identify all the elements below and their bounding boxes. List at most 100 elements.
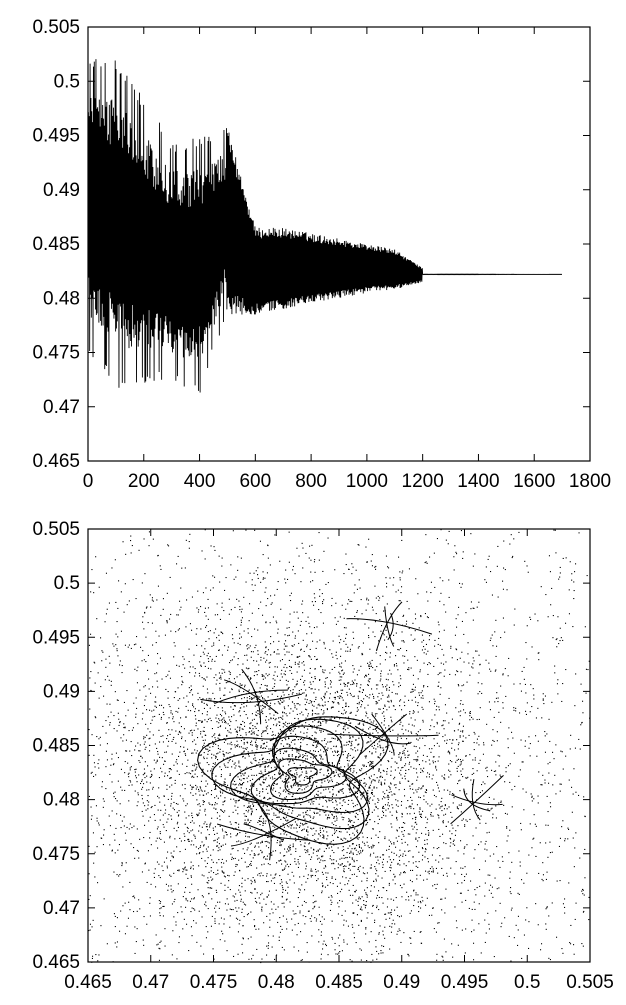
scatter-point [442, 724, 444, 726]
scatter-point [108, 679, 110, 681]
scatter-point [560, 637, 562, 639]
scatter-point [500, 685, 502, 687]
scatter-point [389, 750, 391, 752]
scatter-point [388, 744, 390, 746]
scatter-point [228, 731, 230, 733]
scatter-point [260, 711, 262, 713]
scatter-point [379, 708, 381, 710]
scatter-point [485, 932, 487, 934]
scatter-point [279, 840, 281, 842]
scatter-point [250, 936, 252, 938]
scatter-point [106, 943, 108, 945]
scatter-point [251, 782, 253, 784]
scatter-point [400, 737, 402, 739]
scatter-point [315, 696, 317, 698]
scatter-point [144, 777, 146, 779]
scatter-point [568, 613, 570, 615]
scatter-point [98, 822, 100, 824]
scatter-point [460, 763, 462, 765]
scatter-point [314, 795, 316, 797]
scatter-point [280, 673, 282, 675]
scatter-point [133, 847, 135, 849]
scatter-point [343, 871, 345, 873]
scatter-point [502, 702, 504, 704]
scatter-point [250, 733, 252, 735]
scatter-point [395, 810, 397, 812]
scatter-point [319, 717, 321, 719]
scatter-point [464, 712, 466, 714]
scatter-point [410, 910, 412, 912]
scatter-point [326, 775, 328, 777]
scatter-point [495, 619, 497, 621]
scatter-point [425, 849, 427, 851]
scatter-point [460, 671, 462, 673]
scatter-point [370, 853, 372, 855]
scatter-point [318, 713, 320, 715]
scatter-point [163, 841, 165, 843]
scatter-point [426, 878, 428, 880]
scatter-point [173, 809, 175, 811]
scatter-point [331, 877, 333, 879]
scatter-point [349, 779, 351, 781]
scatter-point [249, 727, 251, 729]
scatter-point [322, 570, 324, 572]
scatter-point [264, 577, 266, 579]
scatter-point [136, 805, 138, 807]
scatter-point [243, 778, 245, 780]
scatter-point [259, 759, 261, 761]
scatter-point [381, 817, 383, 819]
scatter-point [314, 812, 316, 814]
scatter-point [270, 788, 272, 790]
scatter-point [337, 750, 339, 752]
scatter-point [235, 822, 237, 824]
scatter-point [123, 734, 125, 736]
scatter-point [367, 795, 369, 797]
scatter-point [347, 824, 349, 826]
scatter-point [250, 879, 252, 881]
scatter-point [460, 867, 462, 869]
scatter-point [331, 653, 333, 655]
scatter-point [245, 734, 247, 736]
scatter-point [427, 686, 429, 688]
scatter-point [326, 876, 328, 878]
scatter-point [239, 633, 241, 635]
scatter-point [262, 614, 264, 616]
scatter-point [156, 747, 158, 749]
scatter-point [296, 708, 298, 710]
scatter-point [365, 783, 367, 785]
scatter-point [181, 736, 183, 738]
scatter-point [554, 665, 556, 667]
scatter-point [145, 607, 147, 609]
scatter-point [395, 655, 397, 657]
scatter-point [138, 549, 140, 551]
scatter-point [217, 707, 219, 709]
scatter-point [127, 709, 129, 711]
scatter-point [266, 896, 268, 898]
scatter-point [311, 727, 313, 729]
scatter-point [316, 707, 318, 709]
scatter-point [397, 669, 399, 671]
scatter-point [457, 825, 459, 827]
scatter-point [105, 732, 107, 734]
scatter-point [505, 695, 507, 697]
scatter-point [210, 925, 212, 927]
scatter-point [436, 959, 438, 961]
scatter-point [340, 831, 342, 833]
scatter-point [283, 826, 285, 828]
scatter-point [238, 799, 240, 801]
scatter-point [242, 901, 244, 903]
scatter-point [116, 917, 118, 919]
scatter-point [283, 789, 285, 791]
scatter-point [250, 820, 252, 822]
scatter-point [367, 912, 369, 914]
scatter-point [158, 875, 160, 877]
scatter-point [166, 722, 168, 724]
scatter-point [372, 631, 374, 633]
scatter-point [425, 789, 427, 791]
scatter-point [389, 788, 391, 790]
scatter-point [225, 843, 227, 845]
scatter-point [402, 615, 404, 617]
scatter-point [349, 869, 351, 871]
scatter-point [218, 718, 220, 720]
scatter-point [401, 709, 403, 711]
